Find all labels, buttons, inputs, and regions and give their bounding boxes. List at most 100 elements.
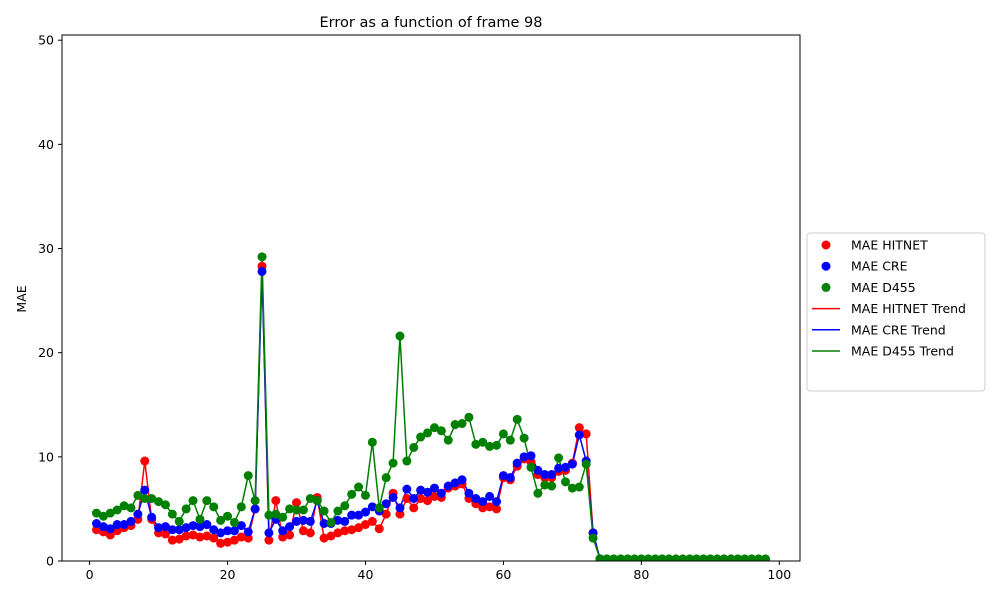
data-point: [609, 554, 619, 561]
data-point: [312, 496, 322, 506]
data-point: [195, 532, 205, 542]
data-point: [395, 331, 405, 341]
data-point: [492, 440, 502, 450]
data-point: [429, 491, 439, 501]
data-point: [340, 526, 350, 536]
data-point: [126, 516, 136, 526]
data-point: [319, 533, 329, 543]
data-point: [285, 522, 295, 532]
data-point: [133, 509, 143, 519]
data-point: [492, 497, 502, 507]
data-point: [498, 429, 508, 439]
data-point: [505, 435, 515, 445]
data-point: [450, 420, 460, 430]
data-point: [347, 525, 357, 535]
data-point: [174, 534, 184, 544]
data-point: [540, 480, 550, 490]
data-point: [409, 503, 419, 513]
data-point: [726, 554, 736, 561]
data-point: [91, 519, 101, 528]
data-point: [485, 441, 495, 451]
legend-label: MAE CRE Trend: [851, 322, 946, 337]
data-point: [395, 509, 405, 519]
data-point: [547, 481, 557, 491]
data-point: [664, 554, 674, 561]
data-point: [581, 429, 591, 439]
data-point: [126, 503, 136, 513]
y-tick-label: 10: [38, 449, 54, 464]
data-point: [154, 523, 164, 533]
x-axis: 0 20 40 60 80 100: [86, 561, 791, 582]
data-point: [436, 488, 446, 498]
data-point: [554, 453, 564, 463]
data-point: [264, 510, 274, 520]
data-point: [154, 497, 164, 507]
data-point: [478, 503, 488, 513]
data-point: [298, 515, 308, 525]
data-point: [719, 554, 729, 561]
data-point: [512, 458, 522, 468]
data-point: [374, 524, 384, 534]
data-point: [278, 526, 288, 536]
data-point: [478, 497, 488, 507]
data-point: [209, 525, 219, 535]
data-point: [229, 535, 239, 545]
data-point: [547, 470, 557, 480]
data-point: [243, 533, 253, 543]
data-point: [712, 554, 722, 561]
data-point: [223, 526, 233, 536]
data-point: [657, 554, 667, 561]
y-tick-label: 30: [38, 241, 54, 256]
data-point: [257, 252, 267, 262]
data-point: [436, 426, 446, 436]
data-point: [485, 502, 495, 512]
data-point: [354, 523, 364, 533]
data-point: [319, 506, 329, 516]
data-point: [305, 494, 315, 503]
legend-label: MAE D455 Trend: [851, 344, 954, 359]
data-point: [747, 554, 757, 561]
chart-title: Error as a function of frame 98: [320, 15, 543, 31]
data-point: [326, 517, 336, 527]
data-point: [636, 554, 646, 561]
data-point: [588, 533, 598, 543]
data-point: [409, 442, 419, 452]
data-point: [581, 459, 591, 469]
data-point: [243, 527, 253, 537]
data-point: [216, 528, 226, 538]
data-point: [450, 478, 460, 488]
data-point: [443, 481, 453, 491]
data-point: [616, 554, 626, 561]
data-point: [105, 530, 115, 540]
data-point: [629, 554, 639, 561]
data-point: [216, 515, 226, 525]
data-point: [623, 554, 633, 561]
data-point: [443, 435, 453, 445]
data-point: [292, 516, 301, 526]
data-point: [381, 473, 391, 483]
data-point: [354, 510, 364, 520]
data-point: [360, 490, 370, 500]
data-point: [429, 423, 439, 433]
x-tick-label: 80: [633, 567, 649, 582]
data-point: [561, 462, 570, 472]
x-tick-label: 20: [220, 567, 236, 582]
data-point: [202, 520, 212, 530]
trend-line-1: [96, 265, 766, 561]
data-point: [567, 483, 577, 493]
data-point: [388, 458, 398, 468]
data-point: [188, 496, 198, 506]
data-point: [195, 522, 205, 532]
data-point: [533, 465, 543, 475]
legend-label: MAE HITNET Trend: [851, 301, 966, 316]
data-point: [678, 554, 688, 561]
y-tick-label: 40: [38, 137, 54, 152]
legend: MAE HITNET MAE CRE MAE D455 MAE HITNET Tren…: [806, 232, 986, 392]
data-point: [423, 496, 433, 506]
data-point: [174, 525, 184, 535]
data-point: [285, 530, 295, 540]
data-point: [105, 524, 115, 534]
data-point: [319, 519, 329, 528]
data-point: [471, 494, 481, 503]
